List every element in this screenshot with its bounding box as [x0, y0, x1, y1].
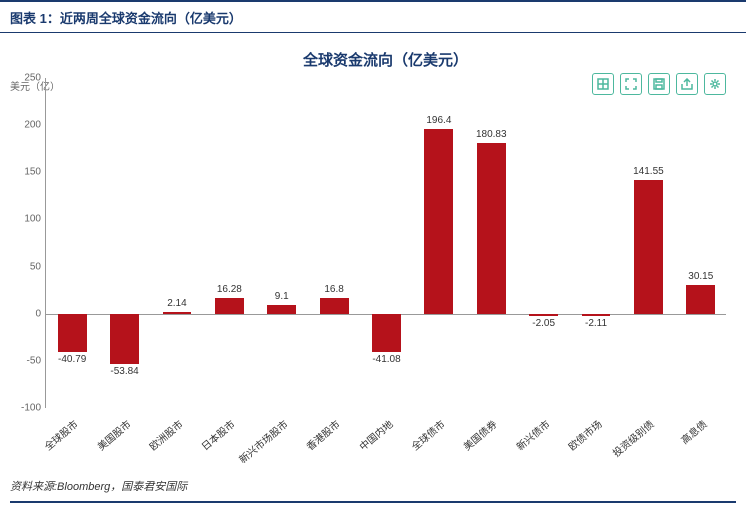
y-tick-label: 150 [24, 167, 41, 178]
x-tick-label: 高息债 [677, 416, 710, 447]
figure-header: 图表 1：近两周全球资金流向（亿美元） [0, 0, 746, 33]
bar [634, 180, 663, 313]
y-axis: -100-50050100150200250 [15, 78, 45, 408]
bar-value-label: -2.05 [532, 318, 555, 329]
bar-value-label: 16.28 [217, 284, 242, 295]
x-tick-label: 中国内地 [355, 416, 395, 453]
bar-value-label: -2.11 [585, 318, 607, 329]
y-tick-label: -100 [21, 403, 41, 414]
chart-title: 全球资金流向（亿美元） [45, 49, 726, 70]
bar-value-label: 30.15 [688, 271, 713, 282]
y-tick-label: 0 [35, 308, 41, 319]
y-tick-label: 100 [24, 214, 41, 225]
bar-value-label: 180.83 [476, 129, 507, 140]
bars-area: -40.79 -53.84 2.14 16.28 9.1 16.8 -41.08 196.4 1… [45, 78, 726, 408]
y-tick-label: 250 [24, 73, 41, 84]
bar [686, 285, 715, 313]
bar [529, 314, 558, 316]
plot-area: -100-50050100150200250 -40.79-53.842.141… [45, 78, 726, 408]
x-tick-label: 日本股市 [198, 416, 238, 453]
bar [58, 314, 87, 352]
bar-value-label: 196.4 [426, 115, 451, 126]
y-tick-label: 200 [24, 120, 41, 131]
bar-value-label: 9.1 [275, 291, 289, 302]
bar-value-label: -41.08 [372, 354, 400, 365]
bar [372, 314, 401, 353]
bar [582, 314, 611, 316]
x-tick-label: 欧洲股市 [145, 416, 185, 453]
source-text: 资料来源:Bloomberg，国泰君安国际 [10, 481, 187, 493]
bar-value-label: -40.79 [58, 354, 86, 365]
y-tick-label: -50 [27, 355, 41, 366]
figure-footer: 资料来源:Bloomberg，国泰君安国际 [10, 477, 736, 503]
bar [110, 314, 139, 365]
bar-value-label: -53.84 [110, 366, 138, 377]
figure-caption: 图表 1：近两周全球资金流向（亿美元） [10, 11, 242, 26]
x-tick-label: 投资级别债 [609, 416, 657, 460]
x-tick-label: 新兴债市 [512, 416, 552, 453]
bar [215, 298, 244, 313]
x-tick-label: 全球债市 [407, 416, 447, 453]
bar-value-label: 16.8 [324, 284, 343, 295]
bar [267, 305, 296, 314]
bar [320, 298, 349, 314]
chart-container: 全球资金流向（亿美元） 美元（亿） -100-50050100150200250… [0, 33, 746, 490]
y-tick-label: 50 [30, 261, 41, 272]
x-tick-label: 全球股市 [41, 416, 81, 453]
bar [424, 129, 453, 314]
x-tick-label: 美国股市 [93, 416, 133, 453]
bar [477, 143, 506, 313]
x-tick-label: 新兴市场股市 [235, 416, 291, 466]
x-tick-label: 美国债券 [460, 416, 500, 453]
x-tick-label: 欧债市场 [564, 416, 604, 453]
bar [163, 312, 192, 314]
x-tick-label: 香港股市 [302, 416, 342, 453]
bar-value-label: 2.14 [167, 298, 186, 309]
bar-value-label: 141.55 [633, 166, 664, 177]
